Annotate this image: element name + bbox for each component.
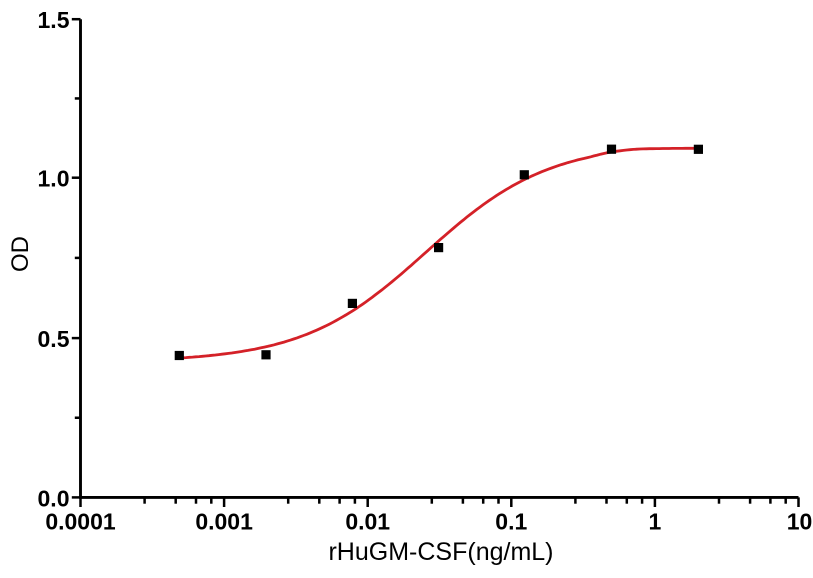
svg-text:0.0001: 0.0001 [45, 509, 116, 535]
svg-text:0.5: 0.5 [38, 326, 70, 352]
svg-text:1.0: 1.0 [38, 166, 70, 192]
svg-text:1: 1 [649, 509, 662, 535]
svg-text:0.0: 0.0 [38, 485, 70, 511]
svg-text:0.01: 0.01 [345, 509, 390, 535]
svg-text:10: 10 [787, 509, 813, 535]
svg-text:OD: OD [7, 236, 34, 272]
svg-text:0.001: 0.001 [195, 509, 253, 535]
svg-text:rHuGM-CSF(ng/mL): rHuGM-CSF(ng/mL) [328, 538, 553, 566]
svg-text:0.1: 0.1 [495, 509, 527, 535]
svg-text:1.5: 1.5 [38, 7, 70, 33]
